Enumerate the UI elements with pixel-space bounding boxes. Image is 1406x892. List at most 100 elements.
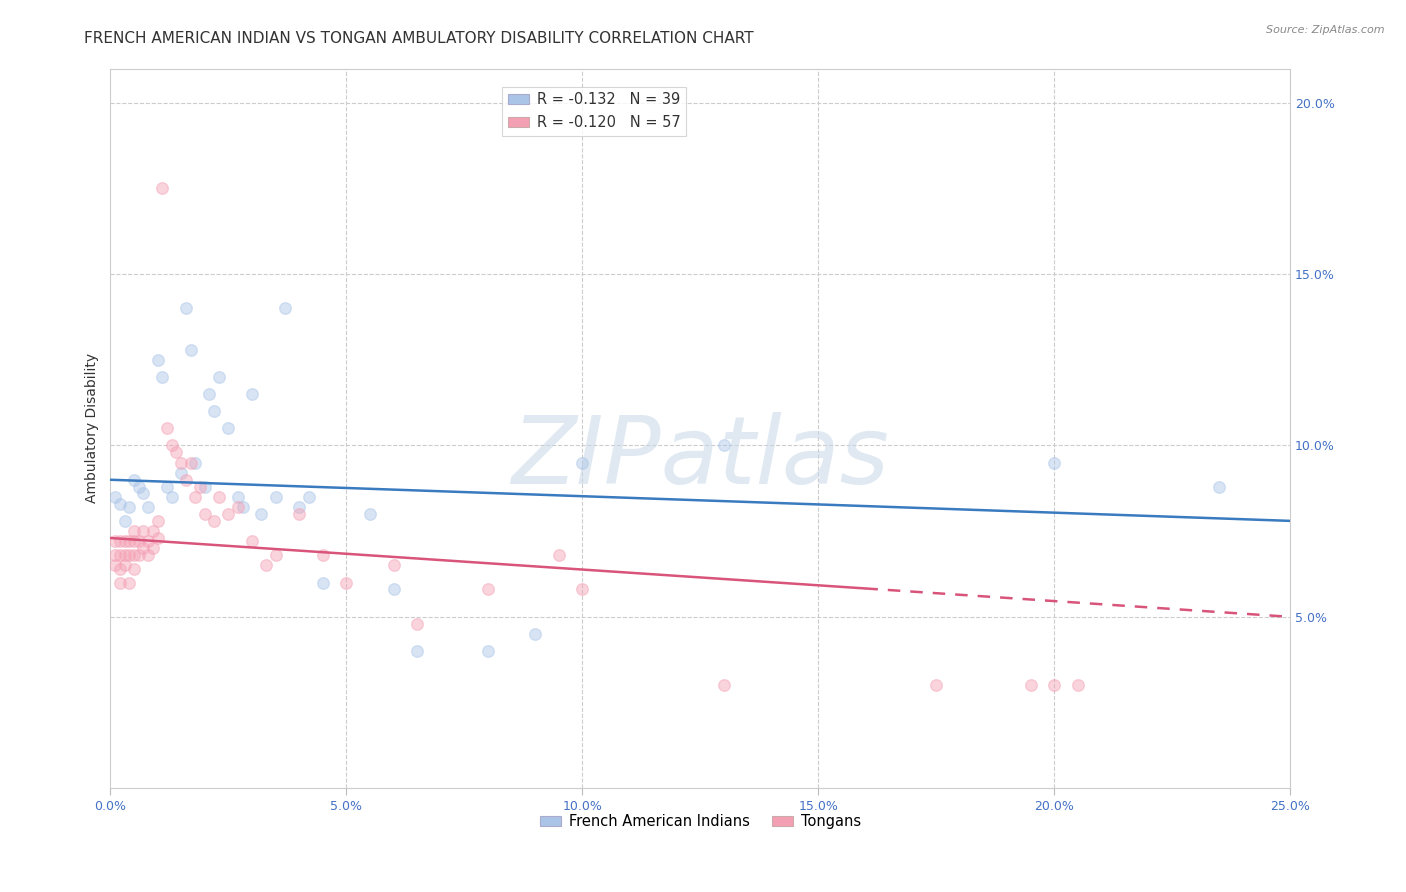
Point	[122, 534, 145, 549]
Point	[198, 387, 221, 401]
Point	[108, 575, 131, 590]
Point	[217, 421, 239, 435]
Point	[188, 480, 211, 494]
Point	[122, 473, 145, 487]
Point	[174, 473, 197, 487]
Point	[547, 548, 569, 562]
Point	[104, 490, 127, 504]
Point	[312, 548, 335, 562]
Point	[202, 514, 225, 528]
Point	[713, 678, 735, 692]
Point	[1208, 480, 1230, 494]
Point	[104, 548, 127, 562]
Point	[128, 548, 150, 562]
Point	[136, 534, 159, 549]
Point	[170, 456, 193, 470]
Point	[382, 582, 405, 597]
Point	[122, 548, 145, 562]
Text: Source: ZipAtlas.com: Source: ZipAtlas.com	[1267, 25, 1385, 35]
Point	[156, 421, 179, 435]
Point	[180, 343, 202, 357]
Point	[132, 541, 155, 556]
Point	[122, 524, 145, 538]
Point	[114, 514, 136, 528]
Point	[150, 370, 173, 384]
Point	[1043, 456, 1066, 470]
Point	[184, 456, 207, 470]
Point	[136, 548, 159, 562]
Point	[202, 404, 225, 418]
Point	[571, 582, 593, 597]
Point	[156, 480, 179, 494]
Point	[288, 500, 311, 515]
Point	[477, 582, 499, 597]
Point	[359, 507, 381, 521]
Point	[184, 490, 207, 504]
Point	[174, 301, 197, 316]
Point	[288, 507, 311, 521]
Y-axis label: Ambulatory Disability: Ambulatory Disability	[86, 353, 100, 503]
Point	[122, 562, 145, 576]
Point	[240, 534, 263, 549]
Point	[118, 548, 141, 562]
Point	[146, 352, 169, 367]
Point	[108, 548, 131, 562]
Point	[108, 534, 131, 549]
Point	[170, 466, 193, 480]
Point	[194, 480, 217, 494]
Point	[136, 500, 159, 515]
Point	[254, 558, 277, 573]
Point	[118, 500, 141, 515]
Point	[226, 490, 249, 504]
Point	[194, 507, 217, 521]
Point	[146, 531, 169, 545]
Point	[524, 627, 547, 641]
Point	[406, 644, 429, 658]
Point	[146, 514, 169, 528]
Point	[118, 575, 141, 590]
Point	[335, 575, 357, 590]
Point	[132, 486, 155, 500]
Point	[142, 524, 165, 538]
Point	[132, 524, 155, 538]
Point	[114, 534, 136, 549]
Point	[571, 456, 593, 470]
Text: ZIPatlas: ZIPatlas	[512, 411, 889, 502]
Point	[208, 370, 231, 384]
Point	[142, 541, 165, 556]
Point	[150, 181, 173, 195]
Point	[250, 507, 273, 521]
Point	[477, 644, 499, 658]
Legend: French American Indians, Tongans: French American Indians, Tongans	[534, 808, 866, 835]
Point	[1043, 678, 1066, 692]
Point	[240, 387, 263, 401]
Point	[264, 490, 287, 504]
Point	[108, 497, 131, 511]
Point	[160, 438, 183, 452]
Point	[118, 534, 141, 549]
Point	[128, 480, 150, 494]
Point	[104, 534, 127, 549]
Point	[108, 562, 131, 576]
Point	[104, 558, 127, 573]
Point	[114, 558, 136, 573]
Point	[226, 500, 249, 515]
Point	[382, 558, 405, 573]
Point	[274, 301, 297, 316]
Point	[128, 534, 150, 549]
Point	[713, 438, 735, 452]
Point	[1066, 678, 1088, 692]
Text: FRENCH AMERICAN INDIAN VS TONGAN AMBULATORY DISABILITY CORRELATION CHART: FRENCH AMERICAN INDIAN VS TONGAN AMBULAT…	[84, 31, 754, 46]
Point	[180, 456, 202, 470]
Point	[231, 500, 253, 515]
Point	[160, 490, 183, 504]
Point	[312, 575, 335, 590]
Point	[166, 445, 188, 459]
Point	[114, 548, 136, 562]
Point	[406, 616, 429, 631]
Point	[1019, 678, 1042, 692]
Point	[297, 490, 319, 504]
Point	[925, 678, 948, 692]
Point	[264, 548, 287, 562]
Point	[217, 507, 239, 521]
